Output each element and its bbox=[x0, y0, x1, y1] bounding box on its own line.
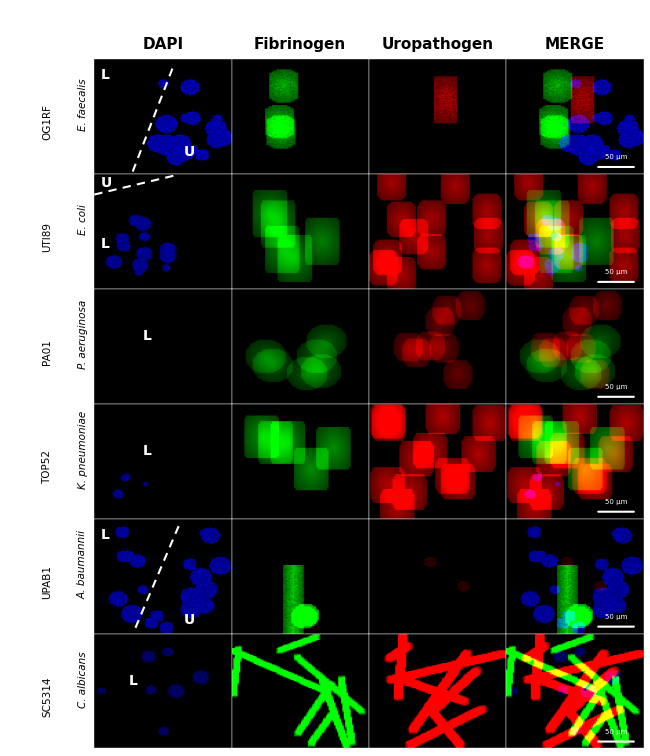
Text: L: L bbox=[101, 237, 110, 251]
Text: MERGE: MERGE bbox=[545, 37, 605, 52]
Text: 50 μm: 50 μm bbox=[605, 269, 627, 275]
Text: 50 μm: 50 μm bbox=[605, 729, 627, 735]
Text: U: U bbox=[183, 613, 195, 627]
Text: PA01: PA01 bbox=[42, 339, 52, 365]
Text: E. coli: E. coli bbox=[78, 204, 88, 235]
Text: TOP52: TOP52 bbox=[42, 450, 52, 484]
Text: 50 μm: 50 μm bbox=[605, 614, 627, 620]
Text: U: U bbox=[183, 145, 195, 160]
Text: L: L bbox=[101, 68, 110, 82]
Text: A. baumannii: A. baumannii bbox=[78, 530, 88, 599]
Text: C. albicans: C. albicans bbox=[78, 651, 88, 708]
Text: U: U bbox=[101, 176, 112, 191]
Text: K. pneumoniae: K. pneumoniae bbox=[78, 411, 88, 489]
Text: Fibrinogen: Fibrinogen bbox=[254, 37, 346, 52]
Text: 50 μm: 50 μm bbox=[605, 384, 627, 390]
Text: 50 μm: 50 μm bbox=[605, 499, 627, 505]
Text: 50 μm: 50 μm bbox=[605, 154, 627, 160]
Text: L: L bbox=[142, 329, 151, 343]
Text: UPAB1: UPAB1 bbox=[42, 565, 52, 599]
Text: L: L bbox=[142, 444, 151, 458]
Text: UTI89: UTI89 bbox=[42, 222, 52, 252]
Text: E. faecalis: E. faecalis bbox=[78, 79, 88, 132]
Text: OG1RF: OG1RF bbox=[42, 104, 52, 140]
Text: Uropathogen: Uropathogen bbox=[382, 37, 493, 52]
Text: DAPI: DAPI bbox=[142, 37, 183, 52]
Text: SC5314: SC5314 bbox=[42, 677, 52, 717]
Text: P. aeruginosa: P. aeruginosa bbox=[78, 300, 88, 370]
Text: L: L bbox=[101, 528, 110, 542]
Text: L: L bbox=[129, 674, 137, 688]
